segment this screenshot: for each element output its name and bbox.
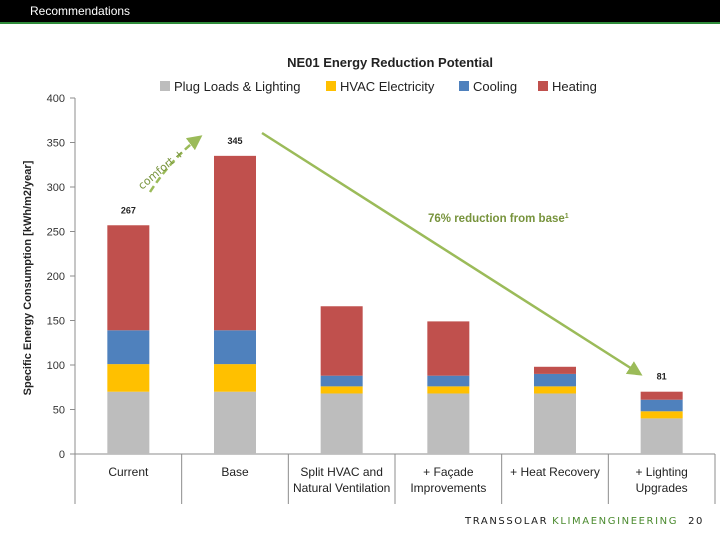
x-tick-label: + Heat Recovery	[510, 465, 600, 479]
footer-company-b: KLIMAENGINEERING	[552, 516, 679, 527]
bar-segment	[534, 386, 576, 394]
data-label: 81	[657, 372, 667, 382]
bar-segment	[320, 393, 363, 454]
bar-segment	[107, 330, 150, 365]
bar-segment	[214, 155, 256, 331]
comfort-label: comfort +	[136, 147, 187, 193]
bar-segment	[640, 399, 683, 412]
y-tick-label: 200	[47, 271, 65, 283]
y-tick-label: 300	[47, 182, 65, 194]
x-tick-label: Upgrades	[636, 481, 688, 495]
bar-segment	[214, 330, 256, 365]
chart-bars	[107, 155, 683, 454]
data-label: 267	[121, 205, 136, 215]
header-title: Recommendations	[30, 4, 131, 18]
chart-title: NE01 Energy Reduction Potential	[287, 55, 493, 70]
bar-segment	[534, 393, 576, 454]
y-axis-label: Specific Energy Consumption [kWh/m2/year…	[22, 160, 34, 395]
y-tick-label: 400	[47, 93, 65, 105]
bar-segment	[320, 306, 363, 376]
x-tick-label: + Façade	[423, 465, 474, 479]
reduction-text: 76% reduction from base	[428, 213, 565, 225]
legend-swatch	[326, 81, 336, 91]
y-tick-label: 0	[59, 449, 65, 461]
y-tick-label: 150	[47, 316, 65, 328]
x-axis-labels: Current Base Split HVAC and Natural Ventila…	[74, 454, 716, 504]
bar-segment	[214, 391, 256, 454]
legend-swatch	[160, 81, 170, 91]
x-tick-label: Improvements	[410, 481, 486, 495]
legend-swatch	[538, 81, 548, 91]
legend-label: Plug Loads & Lighting	[174, 79, 300, 94]
bar-segment	[427, 386, 470, 394]
reduction-label: 76% reduction from base1	[428, 213, 569, 225]
header-bar: Recommendations	[0, 0, 720, 24]
bar-segment	[534, 366, 576, 374]
page-number: 20	[688, 516, 704, 527]
x-tick-label: Natural Ventilation	[293, 481, 390, 495]
bar-segment	[107, 364, 150, 392]
legend-label: HVAC Electricity	[340, 79, 435, 94]
legend-label: Heating	[552, 79, 597, 94]
bar-segment	[320, 375, 363, 387]
bar-segment	[427, 393, 470, 454]
y-tick-label: 350	[47, 138, 65, 150]
legend-label: Cooling	[473, 79, 517, 94]
bar-segment	[320, 386, 363, 394]
comfort-arrow	[148, 135, 203, 193]
bar-segment	[107, 225, 150, 331]
x-tick-label: Split HVAC and	[300, 465, 382, 479]
bar-segment	[427, 321, 470, 376]
bar-segment	[427, 375, 470, 387]
footer-company-a: TRANSSOLAR	[465, 516, 549, 527]
bar-segment	[640, 391, 683, 400]
legend: Plug Loads & Lighting HVAC Electricity Coo…	[160, 79, 597, 94]
bar-segment	[640, 411, 683, 419]
x-tick-label: Current	[108, 465, 149, 479]
footer: TRANSSOLAR KLIMAENGINEERING 20	[465, 516, 704, 527]
bar-segment	[214, 364, 256, 392]
bar-segment	[640, 418, 683, 454]
x-tick-label: Base	[221, 465, 249, 479]
y-tick-label: 50	[53, 405, 65, 417]
value-labels: 267 345 81	[121, 136, 667, 382]
y-tick-label: 250	[47, 227, 65, 239]
legend-swatch	[459, 81, 469, 91]
reduction-arrow	[261, 131, 643, 376]
y-tick-label: 100	[47, 360, 65, 372]
data-label: 345	[227, 136, 242, 146]
reduction-superscript: 1	[565, 213, 569, 220]
x-tick-label: + Lighting	[635, 465, 687, 479]
bar-segment	[534, 373, 576, 387]
bar-segment	[107, 391, 150, 454]
